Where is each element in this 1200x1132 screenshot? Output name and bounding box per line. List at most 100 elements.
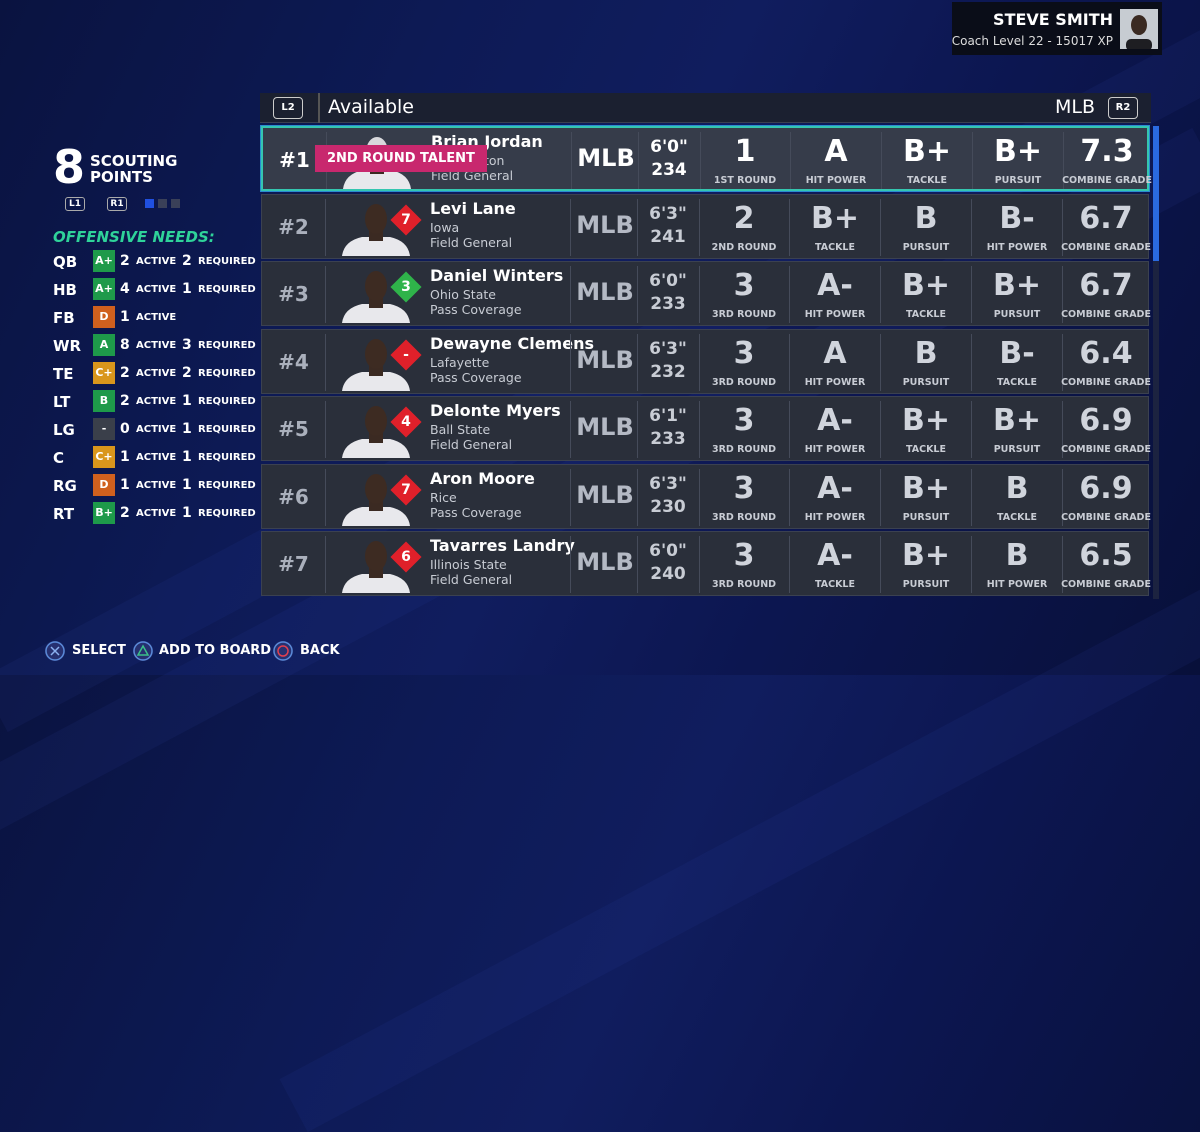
divider [971,401,972,458]
divider [1062,198,1063,256]
need-row: RG D 1 ACTIVE 1 REQUIRED [53,474,263,498]
combine-label: COMBINE GRADE [1061,376,1151,388]
round-label: 3RD ROUND [711,309,777,320]
coach-name: STEVE SMITH [993,10,1113,29]
attribute-label: PURSUIT [994,175,1042,186]
round: 3 [733,268,755,303]
prospect-row[interactable]: #2 7 Levi Lane Iowa Field General MLB 6'… [261,193,1151,259]
archetype: Pass Coverage [430,369,522,385]
coach-level: Coach Level 22 - 15017 XP [951,34,1113,48]
combine-grade: 6.7 [1079,268,1133,303]
attribute-label: TACKLE [906,444,946,455]
divider [789,198,790,256]
shoulder-button[interactable]: L1 [65,197,85,211]
footer-action[interactable]: BACK [300,643,340,658]
attribute-grade: A- [817,403,853,438]
attribute-label: TACKLE [997,511,1037,523]
attribute-grade: B [1005,538,1029,573]
attribute-grade: B [914,200,938,236]
divider [1062,266,1063,323]
required-count: 1 [182,477,192,493]
rank: #5 [278,417,309,441]
divider [699,266,700,323]
round: 3 [733,335,755,371]
attribute-label: TACKLE [907,175,947,186]
player-position: MLB [576,278,634,306]
school: Lafayette [430,354,490,370]
need-grade: B+ [93,502,115,524]
round-label: 3RD ROUND [711,376,777,388]
divider [637,333,638,391]
divider [1062,536,1063,593]
l2-button[interactable]: L2 [273,97,303,119]
combine-grade: 6.9 [1079,403,1133,438]
shoulder-button[interactable]: R1 [107,197,127,211]
active-label: ACTIVE [136,396,177,407]
need-grade: - [93,418,115,440]
school: Ohio State [430,287,496,302]
need-row: TE C+ 2 ACTIVE 2 REQUIRED [53,362,263,386]
prospect-row[interactable]: #3 3 Daniel Winters Ohio State Pass Cove… [261,261,1151,326]
height: 6'0" [649,541,687,561]
attribute-label: PURSUIT [902,241,950,253]
round-label: 2ND ROUND [711,241,777,253]
height: 6'0" [650,137,688,157]
round-label: 1ST ROUND [713,175,777,186]
divider [325,468,326,526]
divider [637,198,638,256]
need-position: HB [53,281,77,299]
required-count: 3 [182,337,192,353]
prospect-row[interactable]: #1 Brian Jordan Washington Field General… [261,126,1152,191]
list-header: L2 Available MLB R2 [260,93,1151,123]
need-grade: D [93,306,115,328]
badge-value: 6 [401,549,411,565]
height: 6'3" [649,203,687,224]
active-count: 1 [120,309,130,325]
school: Illinois State [430,557,507,572]
page-dot [171,199,180,208]
footer-action[interactable]: SELECT [72,643,126,658]
need-row: RT B+ 2 ACTIVE 1 REQUIRED [53,502,263,526]
prospect-row[interactable]: #6 7 Aron Moore Rice Pass Coverage MLB 6… [261,463,1151,529]
badge-value: 7 [401,211,411,228]
player-position: MLB [576,210,634,239]
active-count: 2 [120,505,130,521]
combine-grade: 6.5 [1079,538,1133,573]
required-label: REQUIRED [198,396,256,407]
required-label: REQUIRED [198,424,256,435]
need-row: HB A+ 4 ACTIVE 1 REQUIRED [53,278,263,302]
active-count: 4 [120,281,130,297]
prospect-row[interactable]: #7 6 Tavarres Landry Illinois State Fiel… [261,531,1151,596]
attribute-label: TACKLE [997,376,1037,388]
divider [880,468,881,526]
active-label: ACTIVE [136,284,177,295]
divider [972,132,973,189]
active-count: 1 [120,449,130,465]
need-grade: B [93,390,115,412]
attribute-label: HIT POWER [986,579,1048,590]
circle-icon [273,641,293,661]
prospect-row[interactable]: #4 - Dewayne Clemens Lafayette Pass Cove… [261,328,1151,394]
active-count: 1 [120,477,130,493]
prospect-row[interactable]: #5 4 Delonte Myers Ball State Field Gene… [261,396,1151,461]
divider [880,333,881,391]
r2-button[interactable]: R2 [1108,97,1138,119]
divider [638,132,639,189]
need-position: LT [53,393,71,411]
divider [880,401,881,458]
footer-action[interactable]: ADD TO BOARD [159,643,272,658]
rank: #6 [278,484,309,509]
required-count: 1 [182,421,192,437]
player-name: Daniel Winters [430,266,564,285]
player-name: Dewayne Clemens [430,333,594,353]
round: 3 [733,470,755,506]
weight: 230 [650,496,686,517]
required-label: REQUIRED [198,368,256,379]
divider [880,198,881,256]
divider [570,333,571,391]
need-grade: C+ [93,446,115,468]
divider [971,468,972,526]
need-row: FB D 1 ACTIVE [53,306,263,330]
divider [699,468,700,526]
